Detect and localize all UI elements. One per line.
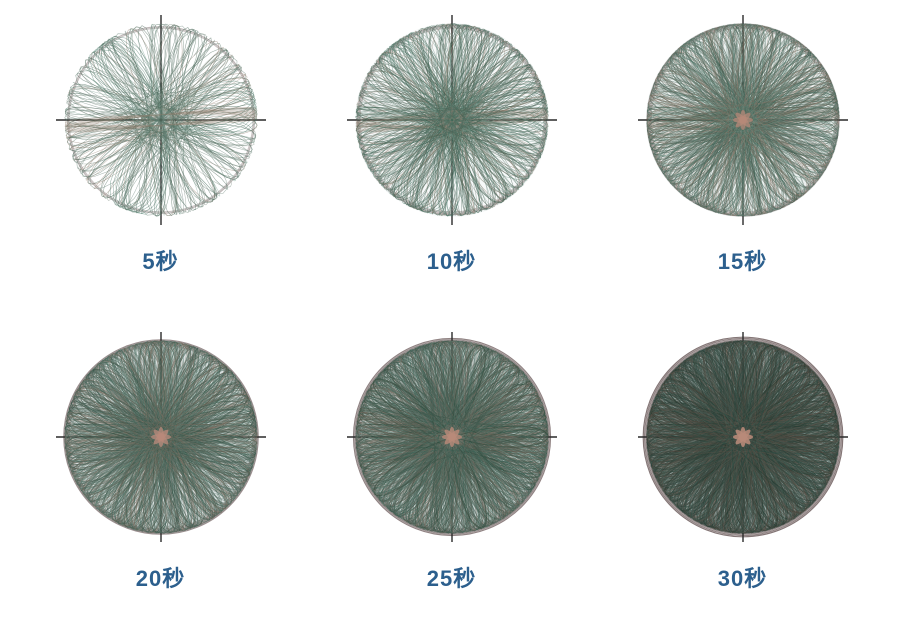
caption-15s: 15秒 — [718, 244, 767, 276]
caption-25s: 25秒 — [427, 561, 476, 593]
panel-5s: 5秒 — [30, 10, 291, 317]
spirograph-plot-20s — [51, 327, 271, 547]
panel-30s: 30秒 — [612, 327, 873, 634]
spirograph-plot-5s — [51, 10, 271, 230]
caption-30s: 30秒 — [718, 561, 767, 593]
caption-20s: 20秒 — [136, 561, 185, 593]
panel-15s: 15秒 — [612, 10, 873, 317]
spirograph-plot-10s — [342, 10, 562, 230]
panel-25s: 25秒 — [321, 327, 582, 634]
spirograph-plot-15s — [633, 10, 853, 230]
spirograph-grid: 5秒 10秒 15秒 20秒 25秒 30秒 — [0, 0, 903, 643]
caption-5s: 5秒 — [142, 244, 178, 276]
caption-10s: 10秒 — [427, 244, 476, 276]
spirograph-plot-25s — [342, 327, 562, 547]
panel-10s: 10秒 — [321, 10, 582, 317]
spirograph-plot-30s — [633, 327, 853, 547]
panel-20s: 20秒 — [30, 327, 291, 634]
